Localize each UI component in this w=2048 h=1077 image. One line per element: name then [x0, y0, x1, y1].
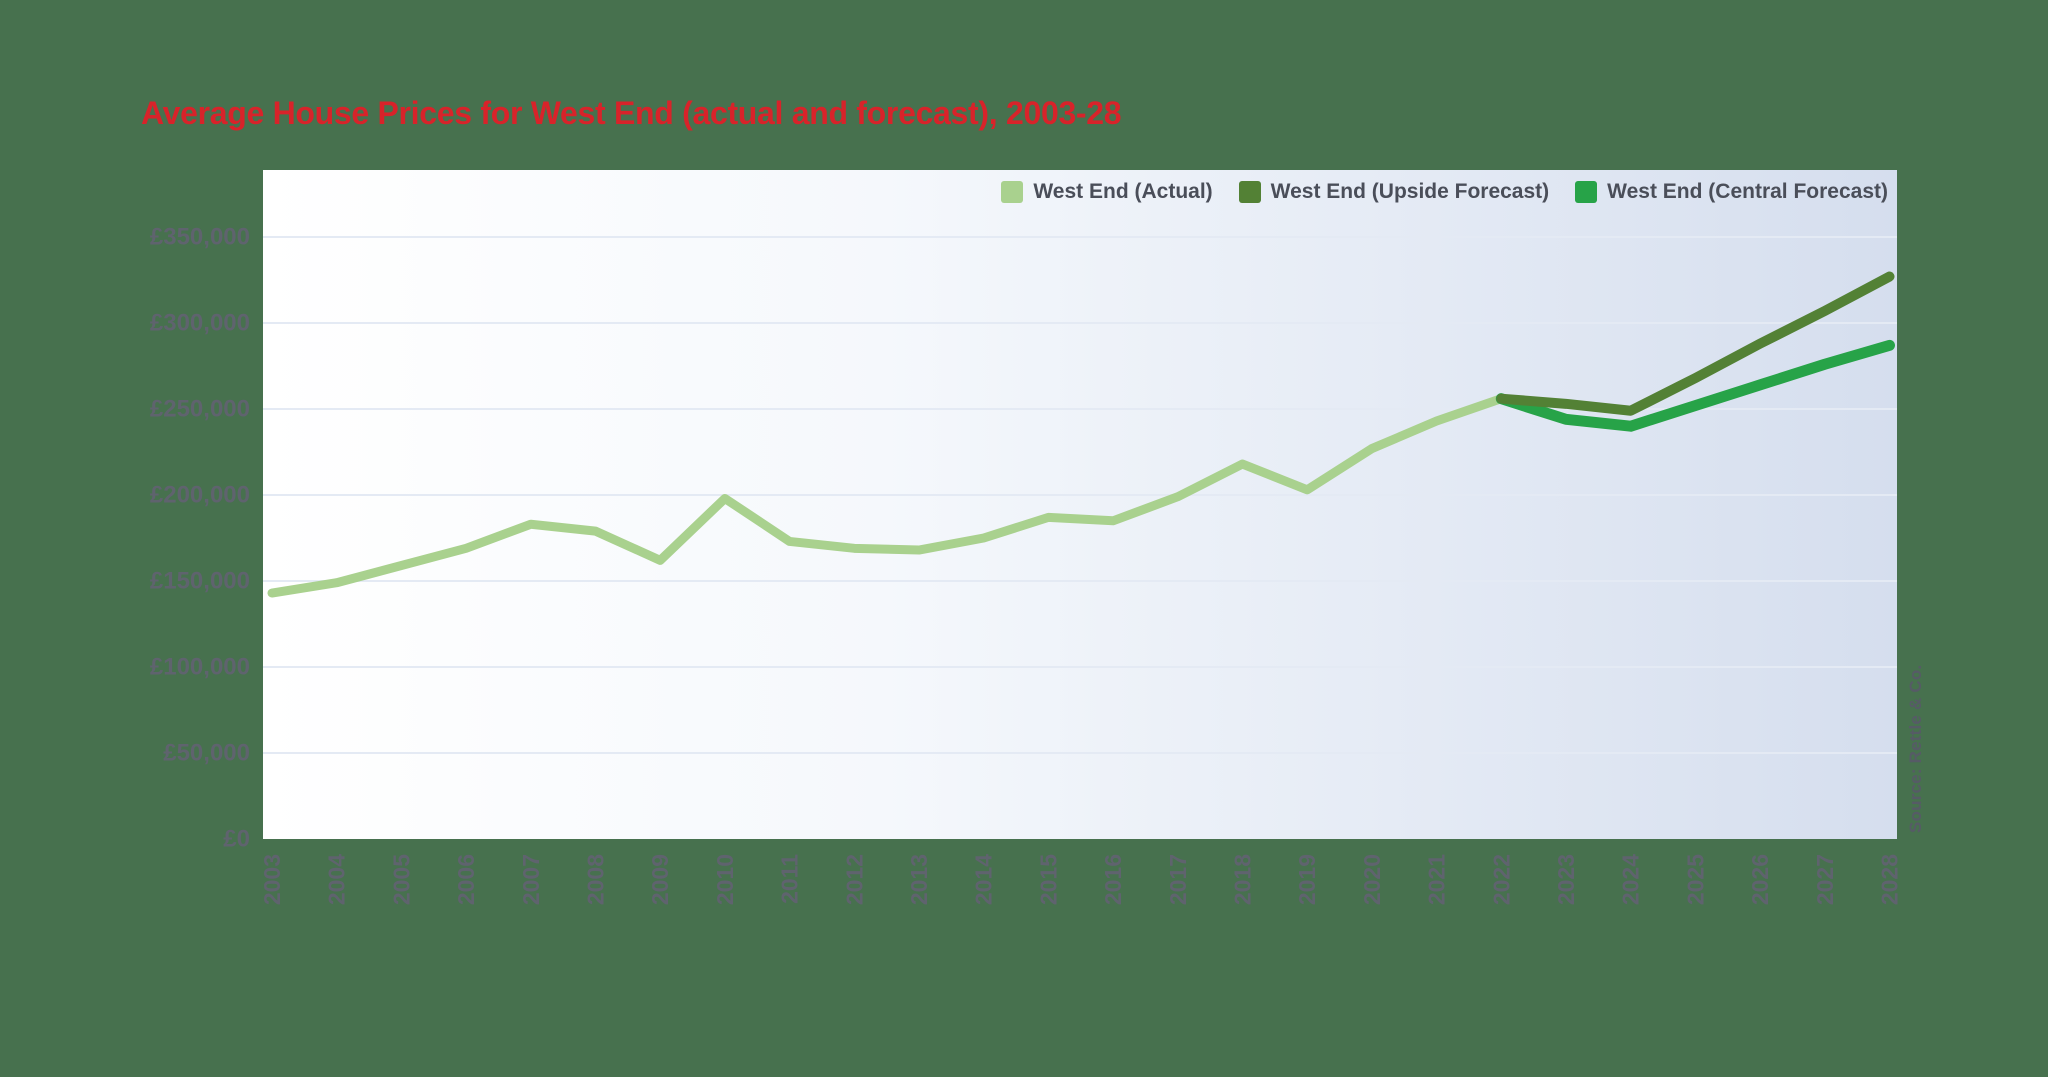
chart-legend: West End (Actual) West End (Upside Foreca… [1001, 180, 1888, 204]
x-axis-tick-label: 2010 [712, 854, 738, 905]
x-axis-tick-label: 2016 [1100, 854, 1126, 905]
x-axis-tick-label: 2018 [1230, 854, 1256, 905]
legend-label: West End (Actual) [1033, 180, 1213, 203]
source-credit: Source: Rettle & Co. [1906, 664, 1925, 833]
x-axis-tick-label: 2006 [453, 854, 479, 905]
x-axis-tick-label: 2028 [1877, 854, 1903, 905]
chart-title: Average House Prices for West End (actua… [141, 95, 1122, 131]
y-axis-tick-label: £50,000 [163, 740, 250, 767]
legend-swatch-icon [1575, 181, 1598, 203]
legend-label: West End (Central Forecast) [1607, 180, 1888, 203]
series-line-actual [267, 394, 1506, 598]
legend-item-actual: West End (Actual) [1001, 180, 1213, 204]
legend-item-central-forecast: West End (Central Forecast) [1575, 180, 1888, 204]
x-axis-tick-label: 2005 [388, 854, 414, 905]
x-axis-tick-label: 2024 [1618, 854, 1644, 905]
x-axis-tick-label: 2025 [1682, 854, 1708, 905]
x-axis-tick-label: 2014 [971, 854, 997, 905]
x-axis-tick-label: 2021 [1424, 854, 1450, 905]
x-axis-tick-label: 2003 [259, 854, 285, 905]
y-axis-tick-label: £250,000 [150, 396, 250, 423]
x-axis-tick-label: 2007 [518, 854, 544, 905]
y-axis-tick-label: £300,000 [150, 310, 250, 337]
legend-label: West End (Upside Forecast) [1270, 180, 1550, 203]
plot-panel [263, 170, 1897, 839]
x-axis-tick-label: 2011 [777, 854, 803, 904]
series-line-central-forecast [1495, 339, 1895, 432]
x-axis-tick-label: 2027 [1812, 854, 1838, 905]
x-axis-tick-label: 2017 [1165, 854, 1191, 905]
x-axis-tick-label: 2012 [841, 854, 867, 905]
x-axis-tick-label: 2020 [1359, 854, 1385, 905]
x-axis-tick-label: 2004 [324, 854, 350, 905]
x-axis-tick-label: 2022 [1488, 854, 1514, 905]
series-line-upside-forecast [1496, 271, 1895, 416]
legend-swatch-icon [1238, 181, 1261, 203]
x-axis-tick-label: 2013 [906, 854, 932, 905]
y-axis-tick-label: £150,000 [150, 568, 250, 595]
x-axis-tick-label: 2023 [1553, 854, 1579, 905]
x-axis-tick-label: 2015 [1035, 854, 1061, 905]
y-axis-tick-label: £100,000 [150, 654, 250, 681]
x-axis-tick-label: 2009 [647, 854, 673, 905]
y-axis-tick-label: £200,000 [150, 482, 250, 509]
y-axis-tick-label: £0 [223, 826, 250, 853]
legend-swatch-icon [1001, 181, 1024, 203]
y-axis-tick-label: £350,000 [150, 224, 250, 251]
x-axis-tick-label: 2026 [1747, 854, 1773, 905]
x-axis-tick-label: 2008 [583, 854, 609, 905]
x-axis-tick-label: 2019 [1294, 854, 1320, 905]
legend-item-upside-forecast: West End (Upside Forecast) [1238, 180, 1550, 204]
